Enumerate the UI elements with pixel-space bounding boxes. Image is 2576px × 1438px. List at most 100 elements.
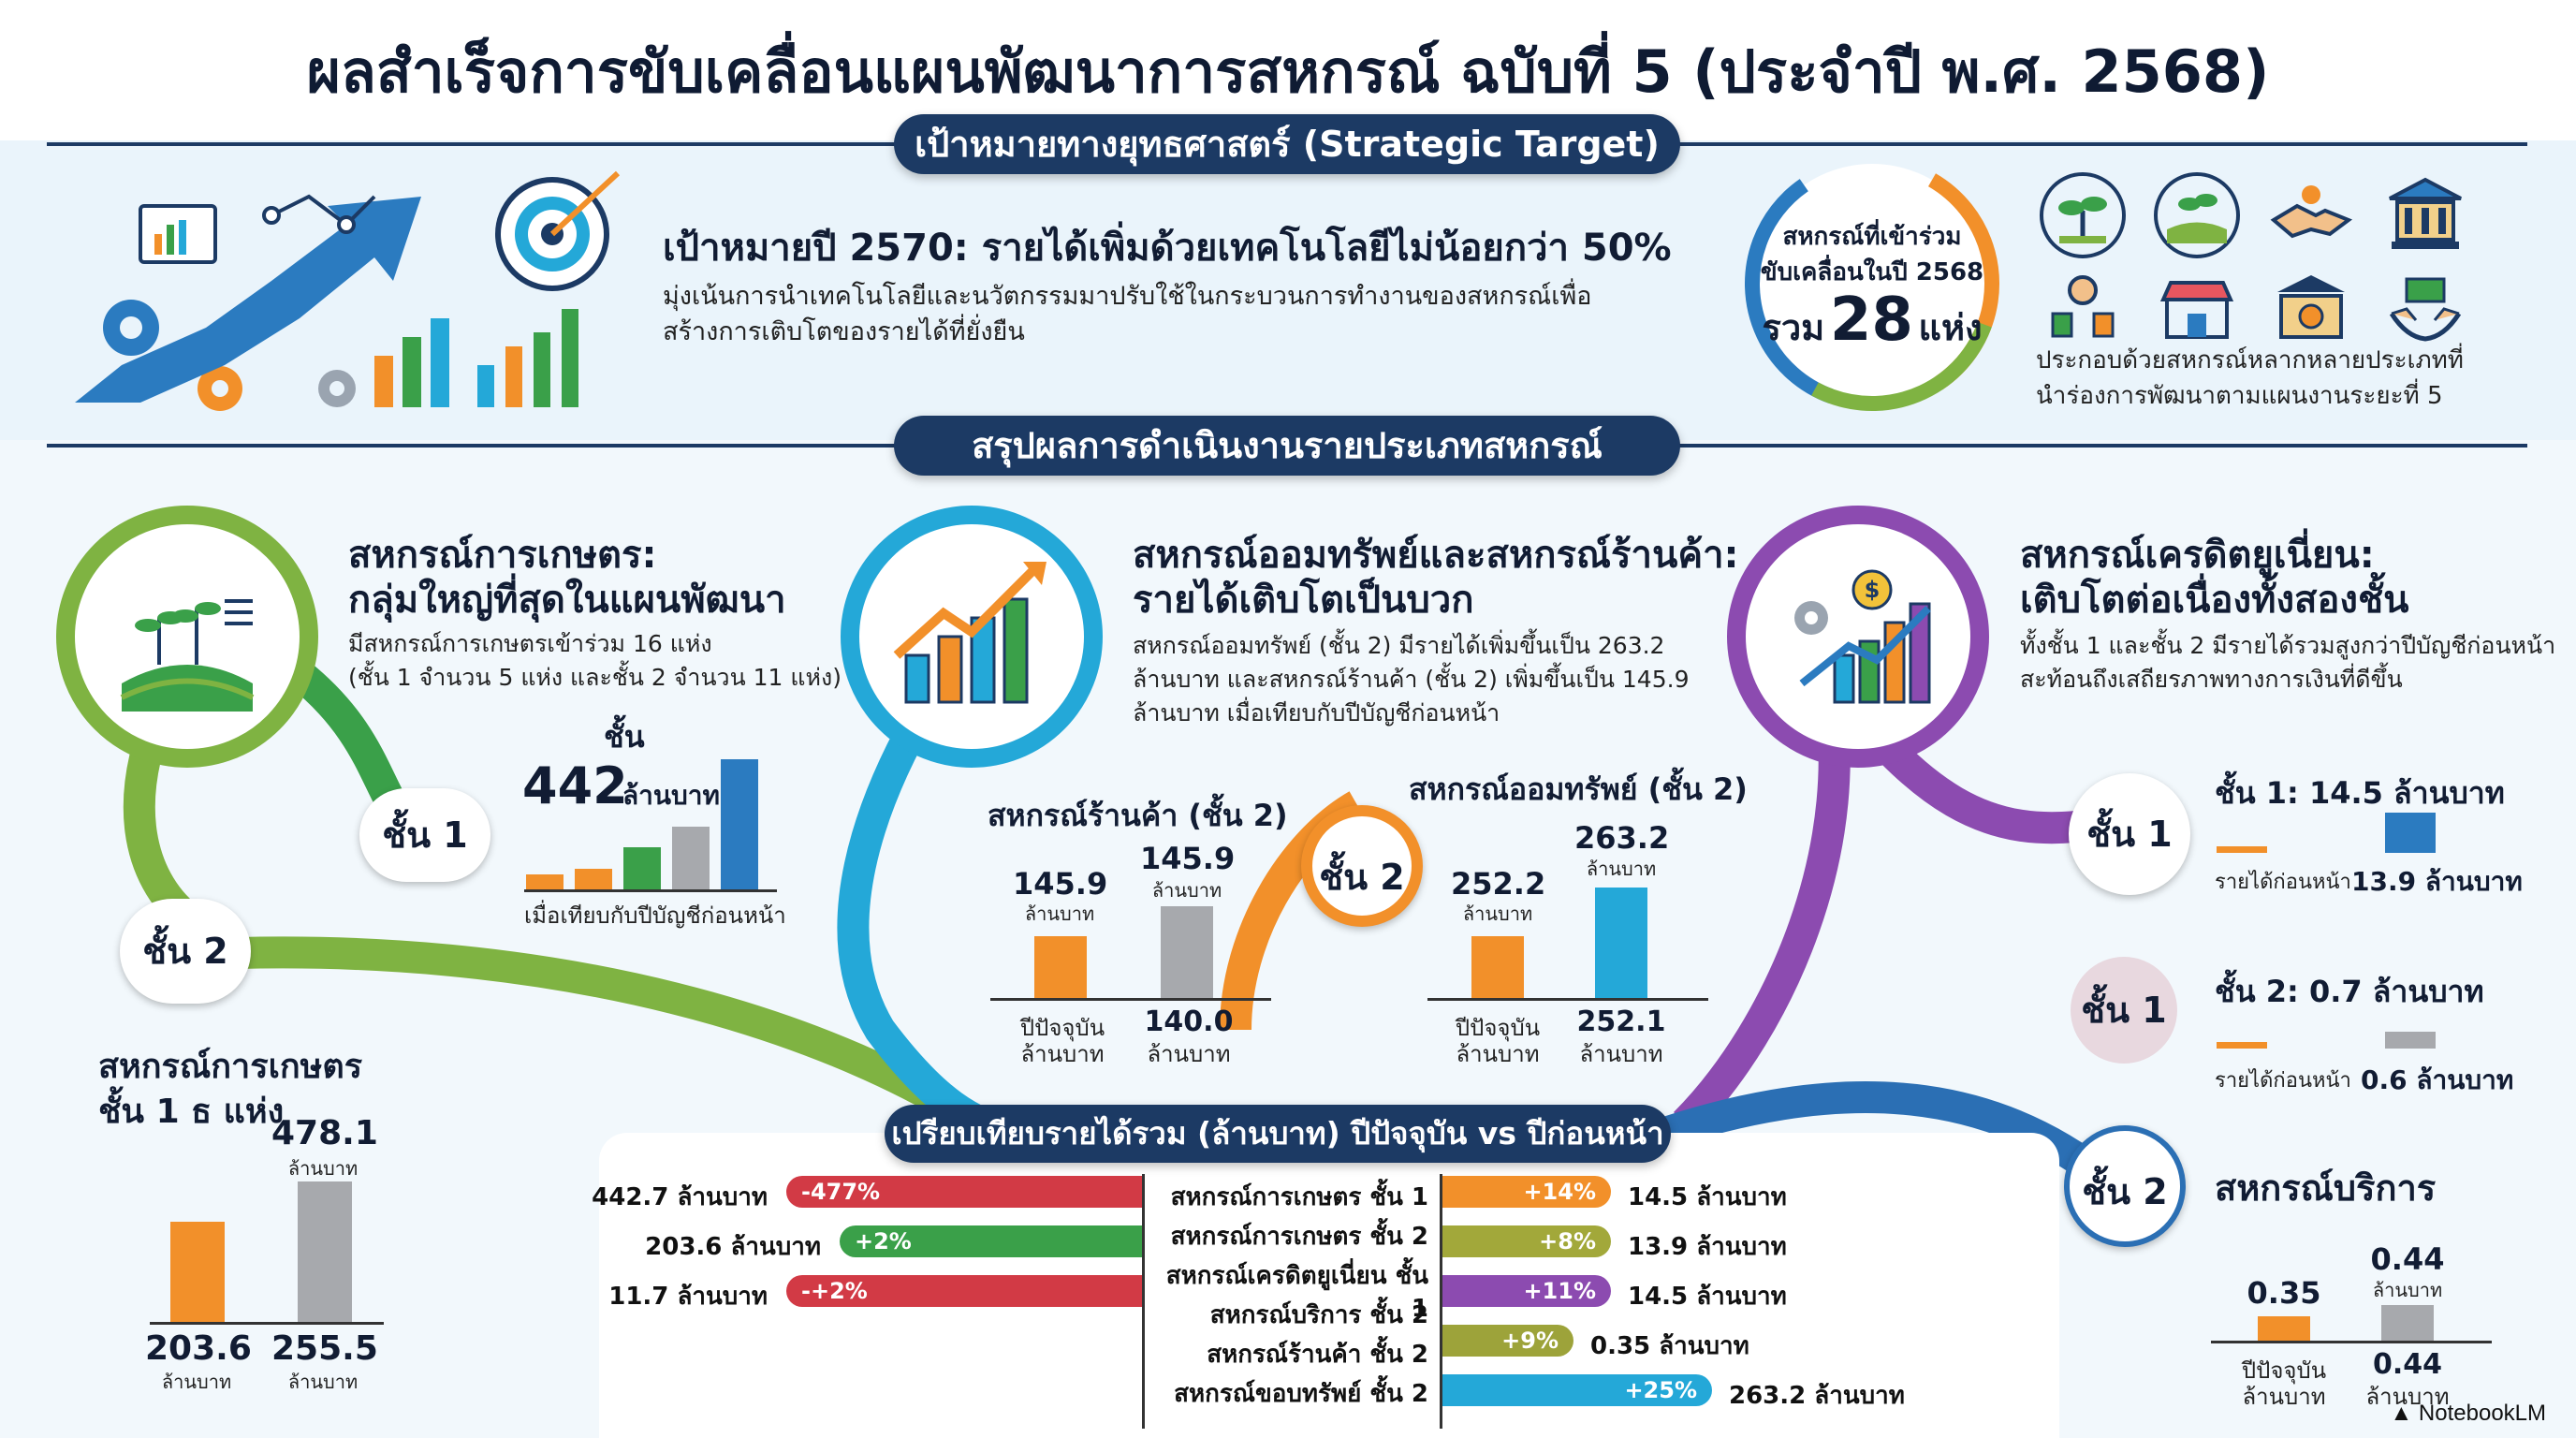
comparison-right-bar: +25% bbox=[1442, 1374, 1712, 1406]
agri-tier1-value: 442 bbox=[522, 756, 628, 815]
comparison-right-bar: +8% bbox=[1442, 1225, 1611, 1257]
shop-title: สหกรณ์ร้านค้า (ชั้น 2) bbox=[988, 798, 1288, 833]
shop-bar1-top: 145.9 bbox=[1013, 866, 1108, 902]
service-badge: ชั้น 2 bbox=[2064, 1125, 2186, 1247]
ring-prefix: รวม bbox=[1762, 307, 1825, 348]
service-heading: สหกรณ์บริการ bbox=[2215, 1167, 2437, 1209]
comparison-left-value: 442.7 ล้านบาท bbox=[592, 1183, 768, 1211]
shop-previous-bar bbox=[1161, 906, 1213, 998]
thrift-previous-bar bbox=[1595, 888, 1647, 998]
credit-tier1-prev-bar bbox=[2217, 846, 2267, 853]
agri-body-1: มีสหกรณ์การเกษตรเข้าร่วม 16 แห่ง bbox=[348, 630, 712, 657]
agri-tier1-bar bbox=[526, 874, 564, 889]
agri-tier1-bar bbox=[575, 869, 612, 889]
agri-tier2-heading-1: สหกรณ์การเกษตร bbox=[98, 1048, 363, 1086]
shop-bar2-bottom-2: ล้านบาท bbox=[1147, 1041, 1231, 1067]
savings-badge: ชั้น 2 bbox=[1301, 805, 1423, 927]
credit-tier1-prev-label: รายได้ก่อนหน้า bbox=[2215, 871, 2351, 894]
agri-tier1-chart bbox=[524, 740, 777, 892]
comparison-right-bar: +11% bbox=[1442, 1275, 1611, 1307]
savings-body-3: ล้านบาท เมื่อเทียบกับปีบัญชีก่อนหน้า bbox=[1133, 699, 1500, 726]
service-bar1-bottom-1: ปีปัจจุบัน bbox=[2241, 1357, 2327, 1384]
money-hands-icon bbox=[2389, 277, 2462, 342]
strategic-body: มุ่งเน้นการนำเทคโนโลยีและนวัตกรรมมาปรับใ… bbox=[663, 282, 1592, 346]
savings-body-1: สหกรณ์ออมทรัพย์ (ชั้น 2) มีรายได้เพิ่มขึ… bbox=[1133, 632, 1665, 659]
strategic-pill: เป้าหมายทางยุทธศาสตร์ (Strategic Target) bbox=[894, 114, 1680, 174]
agri-heading-2: กลุ่มใหญ่ที่สุดในแผนพัฒนา bbox=[348, 579, 786, 622]
svg-text:$: $ bbox=[1865, 577, 1881, 603]
strategic-heading: เป้าหมายปี 2570: รายได้เพิ่มด้วยเทคโนโลย… bbox=[663, 227, 1672, 270]
shop-current-bar bbox=[1034, 936, 1087, 998]
page-title: ผลสำเร็จการขับเคลื่อนแผนพัฒนาการสหกรณ์ ฉ… bbox=[306, 37, 2270, 106]
shop-bar1-bottom-2: ล้านบาท bbox=[1020, 1041, 1105, 1067]
ring-number: 28 bbox=[1829, 286, 1913, 355]
comparison-right-axis bbox=[1440, 1174, 1442, 1429]
comparison-left-bar: -477% bbox=[786, 1176, 1142, 1208]
credit-tier1-prev-value: 13.9 ล้านบาท bbox=[2351, 866, 2523, 897]
agri-tier1-bar bbox=[672, 827, 710, 889]
ring-total: รวม 28 แห่ง bbox=[1760, 286, 1984, 356]
comparison-right-bar: +9% bbox=[1442, 1325, 1573, 1357]
agri-tier2-current-unit: ล้านบาท bbox=[161, 1371, 232, 1393]
shop-icon bbox=[2159, 281, 2234, 339]
thrift-bar1-bottom-1: ปีปัจจุบัน bbox=[1455, 1015, 1541, 1041]
credit-body-1: ทั้งชั้น 1 และชั้น 2 มีรายได้รวมสูงกว่าป… bbox=[2020, 632, 2556, 659]
axis bbox=[1427, 998, 1708, 1001]
ring-line-2: ขับเคลื่อนในปี 2568 bbox=[1760, 258, 1984, 286]
thrift-bar2-top: 263.2 bbox=[1574, 820, 1670, 856]
agri-tier1-caption: เมื่อเทียบกับปีบัญชีก่อนหน้า bbox=[524, 902, 786, 929]
thrift-bar1-top-unit: ล้านบาท bbox=[1462, 902, 1533, 925]
shop-bar1-top-unit: ล้านบาท bbox=[1024, 902, 1095, 925]
comparison-right-value: 13.9 ล้านบาท bbox=[1628, 1233, 1787, 1261]
comparison-right-value: 263.2 ล้านบาท bbox=[1729, 1382, 1905, 1410]
shop-bar2-bottom-1: 140.0 bbox=[1144, 1005, 1234, 1038]
ring-suffix: แห่ง bbox=[1918, 307, 1983, 348]
credit-tier1-badge: ชั้น 1 bbox=[2069, 773, 2190, 895]
sprout-icon bbox=[2040, 172, 2126, 258]
agri-tier2-top-value: 478.1 bbox=[271, 1114, 378, 1152]
agri-tier2-previous-unit: ล้านบาท bbox=[287, 1371, 359, 1393]
service-bar2-bottom-1: 0.44 bbox=[2372, 1348, 2443, 1381]
comparison-pill: เปรียบเทียบรายได้รวม (ล้านบาท) ปีปัจจุบั… bbox=[885, 1105, 1671, 1163]
service-bar2-bottom-2: ล้านบาท bbox=[2365, 1384, 2450, 1410]
logo-text: NotebookLM bbox=[2418, 1401, 2546, 1426]
thrift-bar1-top: 252.2 bbox=[1451, 866, 1546, 902]
agri-tier2-badge: ชั้น 2 bbox=[120, 899, 251, 1004]
shop-bar2-top-unit: ล้านบาท bbox=[1151, 879, 1222, 902]
agri-field-icon bbox=[120, 599, 255, 712]
agri-tier1-bar bbox=[721, 759, 758, 889]
notebooklm-logo: ▲ NotebookLM bbox=[2390, 1401, 2546, 1427]
thrift-bar2-bottom-1: 252.1 bbox=[1576, 1005, 1666, 1038]
shop-bar1-bottom-1: ปีปัจจุบัน bbox=[1019, 1015, 1105, 1041]
credit-icon-ring: $ bbox=[1727, 506, 1989, 768]
thrift-bar2-bottom-2: ล้านบาท bbox=[1579, 1041, 1663, 1067]
agri-heading-1: สหกรณ์การเกษตร: bbox=[348, 534, 657, 577]
growth-illustration bbox=[75, 170, 621, 411]
type-icons bbox=[2036, 169, 2476, 346]
service-previous-bar bbox=[2381, 1305, 2434, 1341]
growth-chart-icon bbox=[893, 562, 1046, 704]
credit-tier1-title: ชั้น 1: 14.5 ล้านบาท bbox=[2215, 775, 2505, 811]
credit-tier2-badge: ชั้น 1 bbox=[2071, 957, 2177, 1064]
agri-body-2: (ชั้น 1 จำนวน 5 แห่ง และชั้น 2 จำนวน 11 … bbox=[348, 664, 842, 691]
credit-tier1-current-bar bbox=[2385, 813, 2436, 853]
comparison-right-value: 14.5 ล้านบาท bbox=[1628, 1283, 1787, 1311]
savings-body-2: ล้านบาท และสหกรณ์ร้านค้า (ชั้น 2) เพิ่มข… bbox=[1133, 666, 1690, 693]
agri-tier2-heading-2: ชั้น 1 ธ แห่ง bbox=[98, 1093, 285, 1131]
comparison-left-axis bbox=[1142, 1174, 1145, 1429]
credit-tier2-current-bar bbox=[2385, 1032, 2436, 1049]
axis bbox=[150, 1322, 384, 1325]
savings-heading-1: สหกรณ์ออมทรัพย์และสหกรณ์ร้านค้า: bbox=[1133, 534, 1739, 577]
credit-tier2-prev-value: 0.6 ล้านบาท bbox=[2361, 1064, 2514, 1095]
summary-pill: สรุปผลการดำเนินงานรายประเภทสหกรณ์ bbox=[894, 416, 1680, 476]
service-bar2-top-unit: ล้านบาท bbox=[2372, 1279, 2443, 1301]
savings-bank-icon bbox=[2277, 275, 2345, 339]
comparison-right-bar: +14% bbox=[1442, 1176, 1611, 1208]
credit-tier2-prev-bar bbox=[2217, 1042, 2267, 1049]
agri-tier1-label: ชั้น bbox=[604, 719, 645, 755]
bank-icon bbox=[2389, 177, 2462, 249]
service-bar1-top: 0.35 bbox=[2247, 1275, 2321, 1311]
agri-tier2-top-unit: ล้านบาท bbox=[287, 1157, 359, 1180]
handshake-icon bbox=[2270, 185, 2353, 239]
strategic-band bbox=[0, 140, 2576, 440]
